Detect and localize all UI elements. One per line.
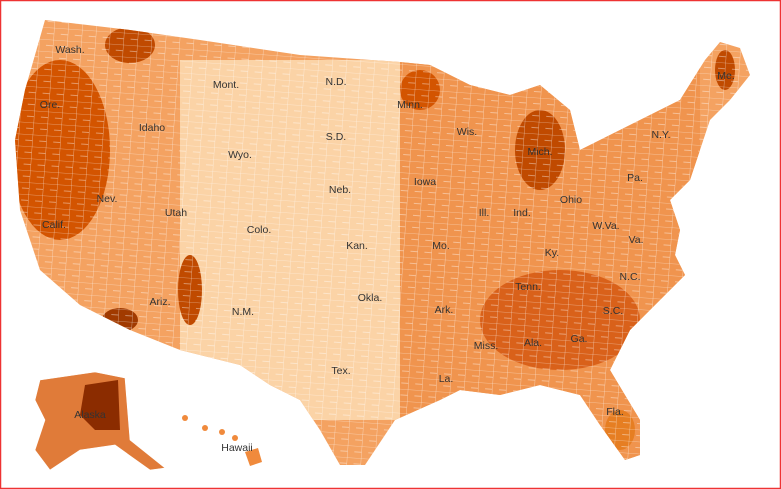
- state-label: Ill.: [479, 207, 490, 219]
- state-label: N.D.: [326, 76, 347, 88]
- state-label: S.D.: [326, 131, 346, 143]
- state-label: Iowa: [414, 176, 436, 188]
- state-label: Minn.: [397, 99, 423, 111]
- state-label: Ind.: [513, 207, 531, 219]
- state-label: N.Y.: [651, 129, 670, 141]
- state-label: Pa.: [627, 172, 643, 184]
- state-label: W.Va.: [592, 220, 619, 232]
- state-label: Hawaii: [221, 442, 253, 454]
- hawaii: [182, 415, 262, 466]
- alaska-dark: [80, 380, 120, 430]
- state-label: Wis.: [457, 126, 477, 138]
- state-label: Ala.: [524, 337, 542, 349]
- state-label: Kan.: [346, 240, 368, 252]
- state-label: Calif.: [42, 219, 66, 231]
- state-label: Ga.: [571, 333, 588, 345]
- state-label: Okla.: [358, 292, 383, 304]
- state-label: Mont.: [213, 79, 239, 91]
- state-label: Fla.: [606, 406, 624, 418]
- state-label: Miss.: [474, 340, 499, 352]
- state-label: Neb.: [329, 184, 351, 196]
- state-label: Ariz.: [150, 296, 171, 308]
- state-label: Idaho: [139, 122, 165, 134]
- state-label: Colo.: [247, 224, 272, 236]
- state-label: Me.: [717, 70, 735, 82]
- state-label: Ore.: [40, 99, 60, 111]
- state-label: N.C.: [620, 271, 641, 283]
- state-label: Ohio: [560, 194, 582, 206]
- state-label: Ky.: [545, 247, 559, 259]
- state-label: S.C.: [603, 305, 623, 317]
- state-label: Wash.: [55, 44, 84, 56]
- state-label: Va.: [629, 234, 644, 246]
- state-label: Wyo.: [228, 149, 252, 161]
- state-label: La.: [439, 373, 454, 385]
- state-label: Mo.: [432, 240, 450, 252]
- state-label: Ark.: [435, 304, 454, 316]
- state-label: N.M.: [232, 306, 254, 318]
- state-label: Nev.: [97, 193, 118, 205]
- state-label: Tenn.: [515, 281, 541, 293]
- state-label: Tex.: [331, 365, 350, 377]
- state-label: Alaska: [74, 409, 106, 421]
- state-label: Utah: [165, 207, 187, 219]
- state-label: Mich.: [527, 146, 552, 158]
